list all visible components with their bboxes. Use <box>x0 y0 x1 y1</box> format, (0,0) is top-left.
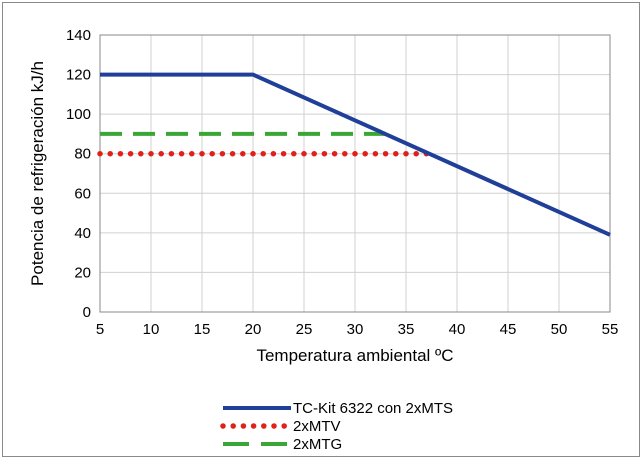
legend-label-2xmtg: 2xMTG <box>293 436 342 453</box>
y-tick-80: 80 <box>74 146 91 163</box>
legend-label-2xmtv: 2xMTV <box>293 418 341 435</box>
y-tick-labels: 0 20 40 60 80 100 120 140 <box>66 27 91 321</box>
x-tick-35: 35 <box>398 321 415 338</box>
y-tick-60: 60 <box>74 185 91 202</box>
x-tick-40: 40 <box>449 321 466 338</box>
x-tick-labels: 5 10 15 20 25 30 35 40 45 50 55 <box>96 321 619 338</box>
x-tick-50: 50 <box>551 321 568 338</box>
y-tick-120: 120 <box>66 67 91 84</box>
line-chart: 5 10 15 20 25 30 35 40 45 50 55 0 20 40 60 80 100 120 140… <box>28 27 619 453</box>
x-tick-20: 20 <box>245 321 262 338</box>
series-line-tc-kit-6322-con-2xmts <box>100 72 611 237</box>
x-tick-15: 15 <box>194 321 211 338</box>
plot-area <box>99 34 611 313</box>
x-tick-25: 25 <box>296 321 313 338</box>
x-tick-55: 55 <box>602 321 619 338</box>
x-tick-30: 30 <box>347 321 364 338</box>
y-tick-40: 40 <box>74 225 91 242</box>
x-axis-title: Temperatura ambiental ºC <box>256 346 453 365</box>
x-tick-45: 45 <box>500 321 517 338</box>
x-tick-5: 5 <box>96 321 104 338</box>
legend-label-tc-kit-6322-con-2xmts: TC-Kit 6322 con 2xMTS <box>293 400 453 417</box>
y-tick-100: 100 <box>66 106 91 123</box>
y-axis-title: Potencia de refrigeración kJ/h <box>28 61 47 286</box>
y-tick-140: 140 <box>66 27 91 44</box>
y-tick-0: 0 <box>83 304 91 321</box>
series-lines <box>97 72 611 237</box>
y-tick-20: 20 <box>74 264 91 281</box>
x-tick-10: 10 <box>143 321 160 338</box>
